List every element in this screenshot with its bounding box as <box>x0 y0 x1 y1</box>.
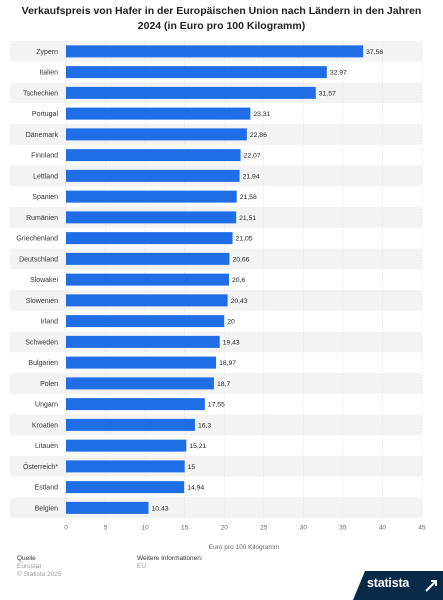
value-label: 21,94 <box>243 173 260 180</box>
value-label: 21,58 <box>240 194 257 201</box>
category-label: Rumänien <box>26 215 58 222</box>
bar[interactable] <box>66 273 229 286</box>
value-label: 21,05 <box>236 236 253 243</box>
bar[interactable] <box>66 356 217 369</box>
bar[interactable] <box>66 149 241 162</box>
bar[interactable] <box>66 211 237 224</box>
bar[interactable] <box>66 107 251 120</box>
category-label: Kroatien <box>32 422 58 429</box>
value-label: 19,43 <box>223 339 240 346</box>
bar[interactable] <box>66 169 240 182</box>
value-label: 20,6 <box>232 277 245 284</box>
category-label: Slowakei <box>30 277 58 284</box>
x-tick-label: 20 <box>221 524 229 531</box>
x-tick-label: 15 <box>181 524 189 531</box>
bar[interactable] <box>66 86 316 99</box>
bar[interactable] <box>66 398 205 411</box>
category-label: Slowenien <box>26 298 58 305</box>
value-label: 22,07 <box>244 153 261 160</box>
category-label: Zypern <box>36 49 58 56</box>
chart-title: Verkaufspreis von Hafer in der Europäisc… <box>21 5 422 32</box>
category-label: Lettland <box>33 173 58 180</box>
more-info-text: EU <box>137 563 147 570</box>
bar[interactable] <box>66 377 214 390</box>
statista-badge[interactable] <box>353 571 443 600</box>
category-label: Österreich* <box>23 463 58 471</box>
bar[interactable] <box>66 128 247 141</box>
category-label: Schweden <box>25 339 58 346</box>
bar[interactable] <box>66 501 149 514</box>
value-label: 21,51 <box>239 215 256 222</box>
value-label: 22,86 <box>250 132 267 139</box>
category-label: Griechenland <box>16 236 58 243</box>
value-label: 16,3 <box>198 422 211 429</box>
value-label: 20,43 <box>231 298 248 305</box>
x-tick-labels: 0 5 10 15 20 25 30 35 40 45 <box>64 524 426 531</box>
category-label: Finnland <box>31 153 58 160</box>
bar[interactable] <box>66 66 327 79</box>
category-label: Bulgarien <box>28 360 58 367</box>
x-tick-label: 45 <box>418 524 426 531</box>
bar[interactable] <box>66 294 228 307</box>
bars <box>66 45 364 514</box>
x-tick-label: 25 <box>260 524 268 531</box>
bar[interactable] <box>66 335 220 348</box>
value-label: 31,57 <box>319 90 336 97</box>
bar[interactable] <box>66 460 185 473</box>
value-label: 23,31 <box>253 111 270 118</box>
x-tick-label: 30 <box>300 524 308 531</box>
value-label: 20,66 <box>232 256 249 263</box>
bar[interactable] <box>66 232 233 245</box>
x-tick-label: 10 <box>141 524 149 531</box>
value-label: 15,21 <box>189 443 206 450</box>
category-label: Ungarn <box>35 402 58 409</box>
value-label: 20 <box>227 319 235 326</box>
value-label: 32,97 <box>330 70 347 77</box>
category-label: Irland <box>40 319 58 326</box>
category-label: Portugal <box>32 111 59 118</box>
category-label: Tschechien <box>23 90 58 97</box>
category-label: Dänemark <box>26 132 59 139</box>
value-label: 37,56 <box>366 49 383 56</box>
bar[interactable] <box>66 190 237 203</box>
category-label: Deutschland <box>19 256 58 263</box>
statista-logo-icon <box>425 580 437 592</box>
copyright-text: © Statista 2025 <box>17 571 62 578</box>
bar-chart: Zypern Italien Tschechien Portugal Dänemark F… <box>10 41 426 551</box>
category-label: Estland <box>35 485 58 492</box>
bar[interactable] <box>66 45 364 58</box>
category-label: Italien <box>39 70 58 77</box>
source-label: Quelle <box>17 555 36 562</box>
x-tick-label: 35 <box>339 524 347 531</box>
x-tick-label: 0 <box>64 524 68 531</box>
bar[interactable] <box>66 315 225 328</box>
value-label: 18,7 <box>217 381 230 388</box>
category-label: Belgien <box>35 505 58 512</box>
value-label: 14,94 <box>187 485 204 492</box>
category-label: Spanien <box>32 194 58 201</box>
bar[interactable] <box>66 439 187 452</box>
x-axis-label: Euro pro 100 Kilogramm <box>209 544 279 551</box>
bar[interactable] <box>66 252 230 265</box>
x-tick-label: 40 <box>379 524 387 531</box>
more-info-label: Weitere Informationen: <box>137 555 203 562</box>
bar[interactable] <box>66 418 195 431</box>
category-label: Polen <box>40 381 58 388</box>
category-label: Litauen <box>35 443 58 450</box>
source-link[interactable]: Eurostat <box>17 563 42 570</box>
bar[interactable] <box>66 481 185 494</box>
value-label: 18,97 <box>219 360 236 367</box>
value-label: 10,43 <box>152 505 169 512</box>
x-tick-label: 5 <box>104 524 108 531</box>
value-label: 17,55 <box>208 402 225 409</box>
category-labels: Zypern Italien Tschechien Portugal Dänemark F… <box>16 49 58 513</box>
value-label: 15 <box>188 464 196 471</box>
statista-logo-text: statista <box>367 576 410 590</box>
value-labels: 37,56 32,97 31,57 23,31 22,86 22,07 21,94 21,58… <box>152 49 384 513</box>
